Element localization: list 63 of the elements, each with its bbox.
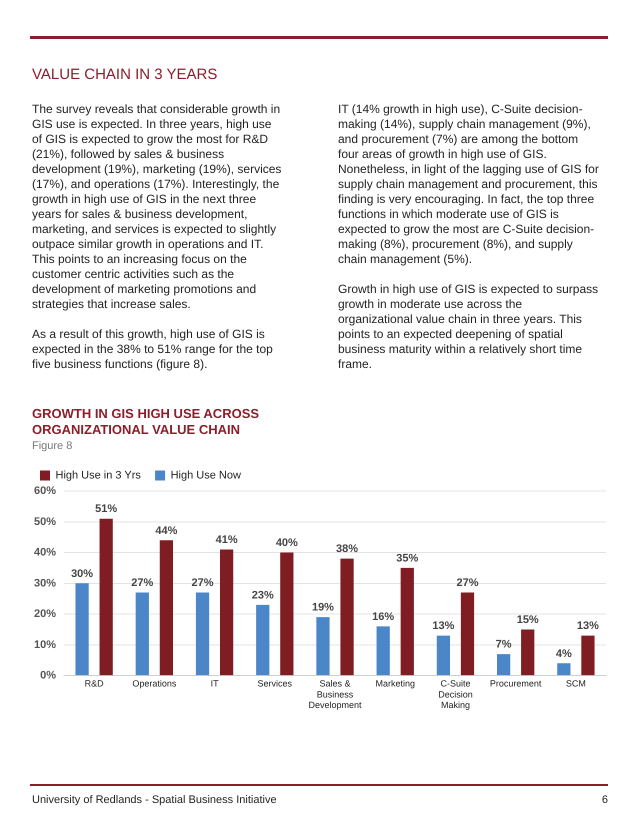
bar <box>256 604 270 676</box>
bar <box>160 540 174 676</box>
x-tick-label: C-Suite Decision Making <box>438 678 473 710</box>
data-label: 16% <box>372 610 394 623</box>
bar <box>340 558 354 676</box>
y-tick-label: 40% <box>34 546 56 559</box>
text: Growth in high use of GIS is expected to surpass growth in moderate use across the organizational value chain in three years. This points to an expected deepening of spatial business maturity within a relatively short time frame. <box>338 282 600 372</box>
bar <box>196 592 210 676</box>
y-tick-label: 50% <box>34 516 56 528</box>
text: University of Redlands - Spatial Business Initiative <box>32 794 277 806</box>
data-label: 23% <box>252 589 274 602</box>
y-tick-label: 0% <box>40 670 56 682</box>
x-tick-label: SCM <box>566 678 586 688</box>
text: As a result of this growth, high use of GIS is expected in the 38% to 51% range for the top five business functions (figure 8). <box>32 327 274 372</box>
text: VALUE CHAIN IN 3 YEARS <box>32 66 218 83</box>
legend-label: High Use in 3 Yrs <box>56 470 142 482</box>
bar <box>400 568 414 676</box>
x-tick-label: Services <box>258 678 293 688</box>
bar <box>497 654 510 676</box>
x-tick-label: Marketing <box>375 678 415 688</box>
data-label: 44% <box>155 524 178 537</box>
data-label: 38% <box>336 543 358 556</box>
x-tick-label: R&D <box>84 678 104 688</box>
bar <box>280 552 294 676</box>
text: IT (14% growth in high use), C-Suite decision-making (14%), supply chain management (9%), and procurement (7%) are among the bottom four areas of growth in high use of GIS. Nonetheless, in light of the lagging use of GIS for supply chain management and procurement, this finding is very encouraging. In fact, the top three functions in which moderate use of GIS is expected to grow the most are C-Suite decision-making (8%), procurement (8%), and supply chain management (5%). <box>338 102 599 266</box>
data-label: 30% <box>71 568 94 580</box>
x-tick-label: IT <box>210 678 220 688</box>
data-label: 7% <box>496 638 512 651</box>
data-label: 19% <box>312 602 334 614</box>
data-label: 13% <box>432 620 455 632</box>
data-label: 35% <box>396 552 418 564</box>
data-label: 27% <box>131 577 154 590</box>
data-label: 41% <box>216 534 238 546</box>
text: The survey reveals that considerable growth in GIS use is expected. In three years, high use of GIS is expected to grow the most for R&D (21%), followed by sales & business development (19%), marketing (19%), services (17%), and operations (17%). Interestingly, the growth in high use of GIS in the next three years for sales & business development, marketing, and services is expected to slightly outpace similar growth in operations and IT. This points to an increasing focus on the customer centric activities such as the development of marketing promotions and strategies that increase sales. <box>32 102 282 311</box>
y-tick-label: 10% <box>34 638 56 651</box>
legend-label: High Use Now <box>170 470 241 482</box>
bar <box>220 549 234 676</box>
text: 6 <box>602 794 608 806</box>
bar <box>75 583 89 676</box>
chart-subtitle: Figure 8 <box>32 440 72 452</box>
bar <box>460 592 474 676</box>
chart-title: GROWTH IN GIS HIGH USE ACROSS ORGANIZATIONAL VALUE CHAIN <box>32 406 260 438</box>
bar <box>316 617 330 676</box>
data-label: 40% <box>276 537 298 550</box>
bar <box>521 629 534 676</box>
bar <box>376 626 390 676</box>
x-tick-label: Operations <box>132 678 177 688</box>
bar <box>436 636 450 676</box>
data-label: 51% <box>95 503 118 516</box>
data-label: 13% <box>576 620 600 632</box>
y-tick-label: 60% <box>34 485 56 498</box>
data-label: 4% <box>556 648 572 660</box>
data-label: 15% <box>516 614 539 626</box>
x-tick-label: Sales & Business Development <box>308 678 362 710</box>
bar <box>136 592 149 676</box>
data-label: 27% <box>456 577 479 590</box>
bar <box>581 636 595 676</box>
data-label: 27% <box>192 577 214 590</box>
y-tick-label: 20% <box>34 608 56 620</box>
bar <box>100 518 113 676</box>
bar <box>557 663 570 676</box>
x-tick-label: Procurement <box>490 678 542 688</box>
y-tick-label: 30% <box>34 577 56 590</box>
